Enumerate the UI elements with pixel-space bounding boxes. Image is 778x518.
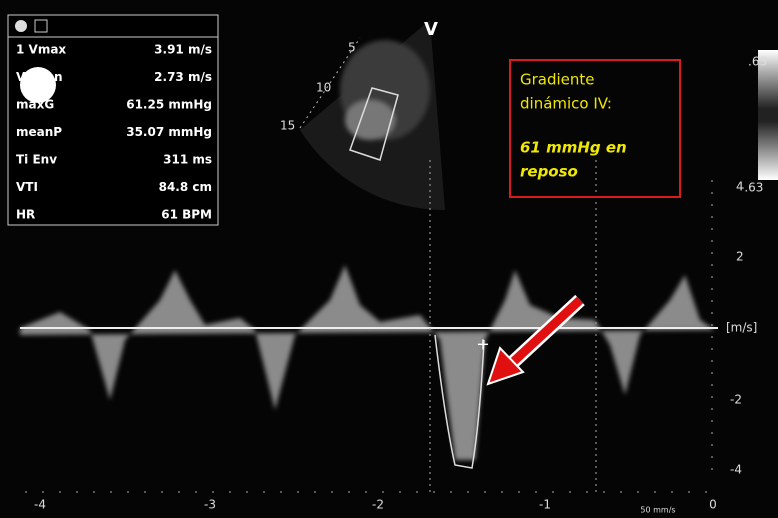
echo-doppler: 5 10 15 V .63 -.63 + 4 2 [m/s] -2 -4 -4 … [0, 0, 778, 518]
time-label: -2 [372, 498, 384, 512]
view-label: V [424, 19, 438, 40]
annotation-text: dinámico IV: [520, 95, 612, 113]
sweep-speed: 50 mm/s [640, 506, 675, 515]
time-label: -3 [204, 498, 216, 512]
color-bar [758, 50, 778, 180]
measure-value: 3.91 m/s [154, 43, 212, 57]
measure-value: 2.73 m/s [154, 70, 212, 84]
velocity-unit: [m/s] [726, 321, 757, 335]
measure-value: 61 BPM [161, 208, 212, 222]
velocity-label: -4 [730, 463, 742, 477]
measure-value: 35.07 mmHg [126, 125, 212, 139]
measure-value: 84.8 cm [159, 180, 212, 194]
sector-speckle [340, 40, 430, 140]
measure-name: HR [16, 208, 35, 222]
annotation-text: Gradiente [520, 71, 595, 89]
panel-icon [15, 20, 27, 32]
measure-name: VTI [16, 180, 38, 194]
velocity-label: 2 [736, 250, 744, 264]
measure-name: Ti Env [16, 153, 57, 167]
depth-label: 10 [316, 81, 331, 95]
time-label: -1 [539, 498, 551, 512]
annotation-emphasis: 61 mmHg en [520, 139, 627, 157]
measure-value: 311 ms [163, 153, 212, 167]
caliper: + [476, 335, 489, 354]
time-label: 0 [709, 498, 717, 512]
measure-name: 1 Vmax [16, 43, 66, 57]
depth-label: 5 [348, 41, 356, 55]
velocity-label: -2 [730, 393, 742, 407]
depth-label: 15 [280, 119, 295, 133]
measure-value: 61.25 mmHg [126, 98, 212, 112]
velocity-label: 4 [736, 180, 744, 194]
marker [20, 67, 56, 103]
measure-name: meanP [16, 125, 62, 139]
time-label: -4 [34, 498, 46, 512]
color-bar-top: .63 [748, 55, 767, 69]
annotation-emphasis: reposo [520, 163, 578, 181]
